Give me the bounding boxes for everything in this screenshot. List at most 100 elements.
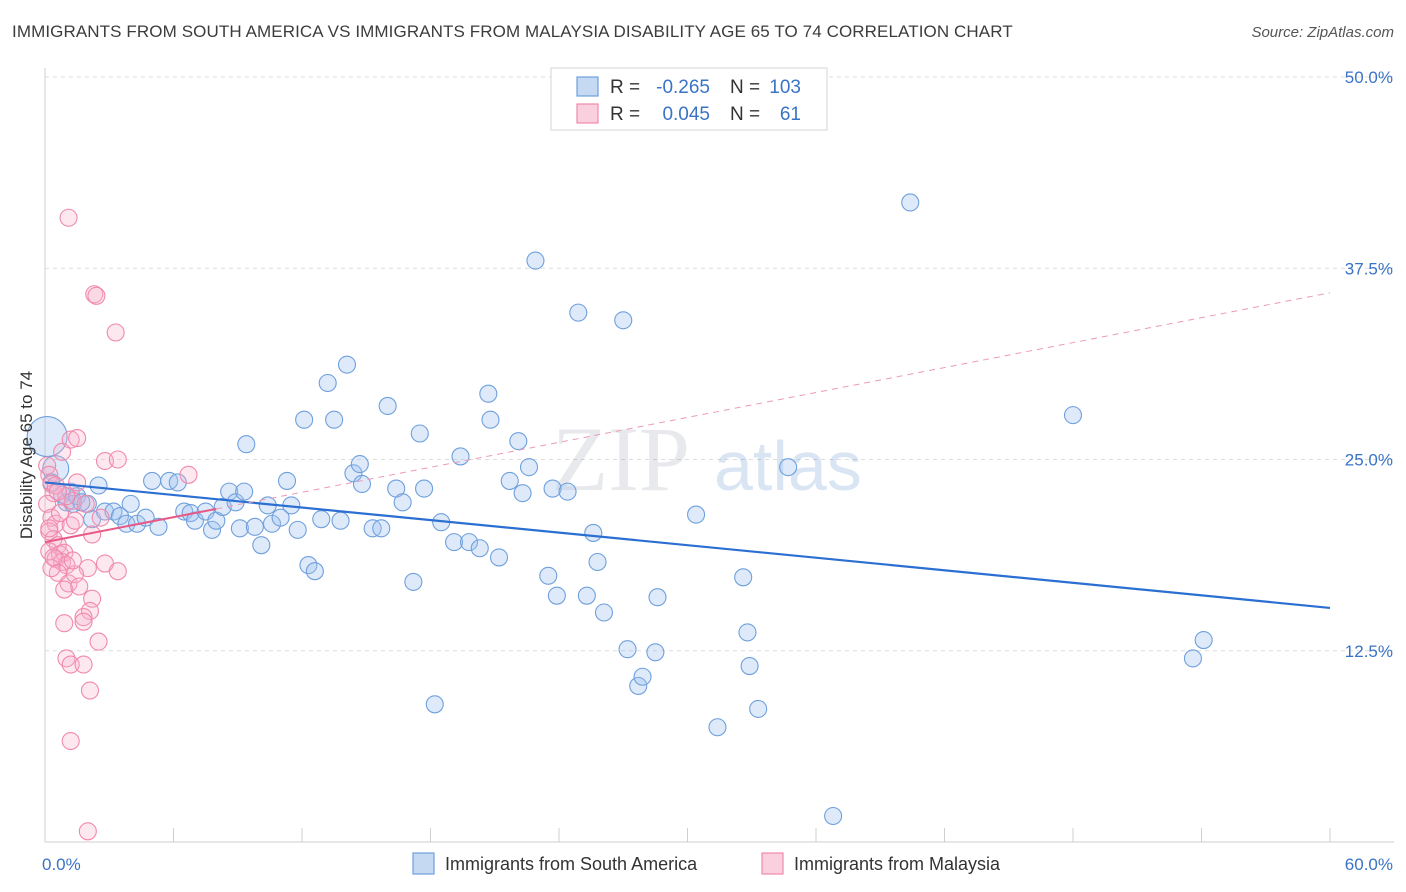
point-south-america <box>779 458 798 477</box>
legend-n-value: 103 <box>769 77 801 98</box>
point-south-america <box>295 410 314 429</box>
point-malaysia <box>42 559 61 578</box>
point-south-america <box>410 424 429 443</box>
bottom-legend: Immigrants from South America Immigrants… <box>412 852 1001 875</box>
point-south-america <box>738 623 757 642</box>
point-south-america <box>245 517 264 536</box>
point-south-america <box>1183 649 1202 668</box>
point-malaysia <box>38 494 57 513</box>
point-south-america <box>648 588 667 607</box>
legend-swatch-blue <box>576 76 599 97</box>
point-malaysia <box>78 822 97 841</box>
legend-box: R = -0.265 N = 103 R = 0.045 N = 61 <box>550 67 828 131</box>
x-tick-label: 60.0% <box>1345 855 1393 874</box>
point-south-america <box>1194 630 1213 650</box>
point-malaysia <box>91 508 110 527</box>
point-south-america <box>288 520 307 539</box>
point-south-america <box>489 548 509 567</box>
point-south-america <box>337 355 357 374</box>
point-south-america <box>558 482 577 501</box>
point-south-america <box>121 494 140 513</box>
legend-r-value: 0.045 <box>662 104 710 125</box>
legend-n-label: N = <box>730 104 760 125</box>
watermark: ZIP atlas <box>552 408 862 510</box>
point-malaysia <box>108 562 127 581</box>
point-south-america <box>331 511 350 530</box>
legend-n-label: N = <box>730 77 760 98</box>
point-south-america <box>687 505 706 524</box>
point-south-america <box>614 311 633 330</box>
point-malaysia <box>63 551 82 570</box>
point-south-america <box>149 517 168 536</box>
point-malaysia <box>68 429 87 448</box>
point-south-america <box>594 603 614 622</box>
point-south-america <box>252 536 271 555</box>
point-south-america <box>629 676 648 695</box>
legend-r-label: R = <box>610 77 640 98</box>
point-south-america <box>1063 406 1083 425</box>
point-south-america <box>235 482 254 501</box>
point-malaysia <box>55 614 74 633</box>
point-south-america <box>350 455 369 474</box>
point-south-america <box>425 695 444 714</box>
point-south-america <box>569 303 588 322</box>
point-south-america <box>618 640 637 659</box>
point-south-america <box>740 656 759 676</box>
y-tick-label: 37.5% <box>1345 259 1393 278</box>
point-south-america <box>318 373 337 393</box>
axes <box>44 68 1394 843</box>
point-malaysia <box>53 442 72 461</box>
point-malaysia <box>40 519 59 538</box>
y-tick-label: 12.5% <box>1345 642 1393 661</box>
point-malaysia <box>46 514 65 533</box>
trend-line-malaysia-solid <box>44 507 217 544</box>
point-south-america <box>305 562 324 581</box>
point-malaysia <box>59 208 78 227</box>
point-south-america <box>415 479 434 498</box>
point-south-america <box>539 566 558 585</box>
point-south-america <box>230 519 249 538</box>
point-south-america <box>509 432 528 451</box>
point-malaysia <box>74 612 93 631</box>
point-malaysia <box>48 482 67 501</box>
watermark-atlas: atlas <box>714 427 862 505</box>
source-credit: Source: ZipAtlas.com <box>1251 24 1394 41</box>
point-south-america <box>633 667 652 686</box>
point-south-america <box>646 643 665 662</box>
y-tick-label: 25.0% <box>1345 451 1393 470</box>
point-south-america <box>519 458 539 477</box>
point-south-america <box>271 508 290 527</box>
point-malaysia <box>70 577 89 596</box>
bottom-legend-label-south-america: Immigrants from South America <box>445 854 698 874</box>
legend-n-value: 61 <box>780 104 801 125</box>
y-ticks: 12.5% 25.0% 37.5% 50.0% <box>1345 68 1393 661</box>
point-south-america <box>470 539 489 558</box>
point-south-america <box>481 410 500 429</box>
point-south-america <box>577 586 596 605</box>
trend-line-south-america <box>44 481 1331 610</box>
legend-swatch-pink <box>576 103 599 124</box>
point-south-america <box>588 552 607 572</box>
watermark-zip: ZIP <box>552 408 690 510</box>
bottom-legend-label-malaysia: Immigrants from Malaysia <box>794 854 1001 874</box>
point-south-america <box>901 193 920 212</box>
point-south-america <box>404 572 423 591</box>
point-malaysia <box>68 473 87 492</box>
point-south-america <box>526 251 545 270</box>
point-south-america <box>312 510 331 529</box>
point-malaysia <box>61 655 80 674</box>
bottom-legend-swatch-blue <box>412 852 435 875</box>
point-malaysia <box>55 580 74 599</box>
point-malaysia <box>61 430 80 449</box>
point-malaysia <box>108 450 127 469</box>
x-ticks: 0.0% 60.0% <box>42 855 1393 874</box>
point-malaysia <box>44 548 63 567</box>
gridlines <box>45 76 1394 652</box>
y-axis-label: Disability Age 65 to 74 <box>17 371 36 539</box>
point-south-america <box>203 520 222 539</box>
point-malaysia <box>80 681 100 700</box>
point-south-america <box>89 476 108 495</box>
point-south-america <box>543 479 562 498</box>
point-south-america <box>168 473 187 492</box>
point-south-america <box>734 568 753 587</box>
